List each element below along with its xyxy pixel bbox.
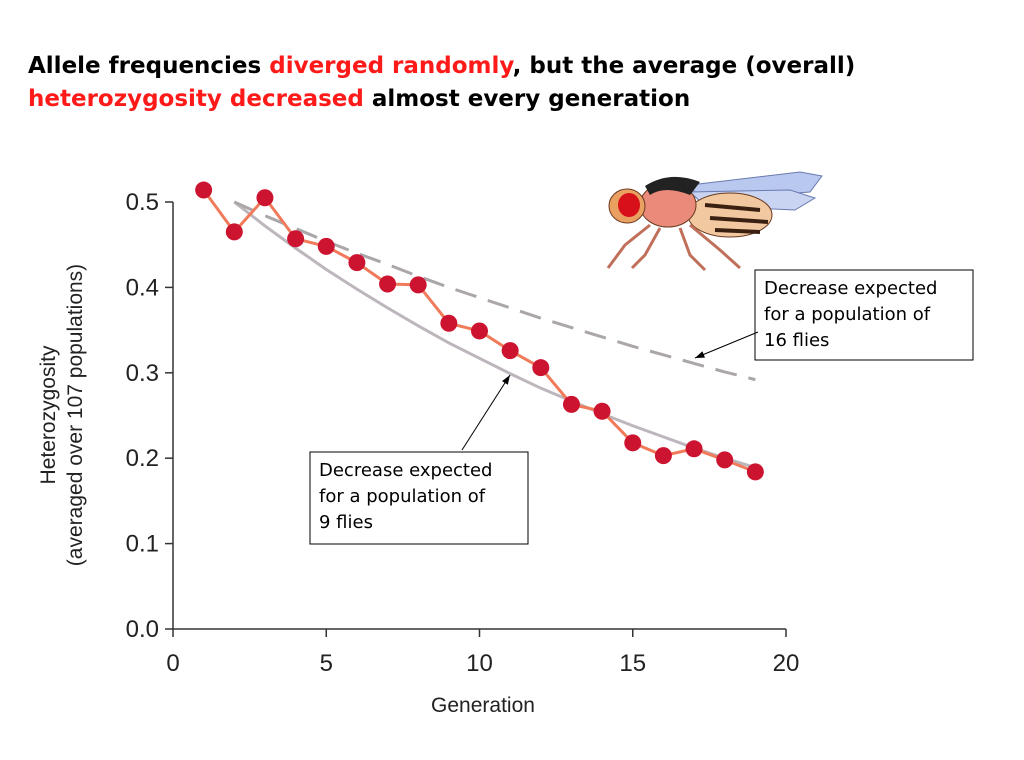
data-point [195, 181, 213, 199]
y-tick-label: 0.4 [126, 274, 159, 301]
data-point [471, 322, 488, 340]
data-point [256, 189, 274, 207]
data-point [716, 451, 734, 469]
data-point [593, 402, 611, 420]
title-segment: Allele frequencies [28, 53, 269, 79]
data-point [287, 230, 305, 248]
arrow-head [695, 351, 705, 358]
data-point [440, 314, 458, 332]
y-tick-label: 0.1 [126, 531, 159, 558]
data-point [532, 359, 550, 377]
annotation-text: for a population of [764, 304, 931, 325]
x-tick-label: 20 [773, 650, 800, 677]
data-point [409, 276, 427, 294]
annotation-text: 9 flies [319, 512, 373, 533]
title-segment: almost every generation [364, 86, 690, 112]
y-tick-label: 0.5 [126, 189, 159, 216]
annotation-box [309, 451, 529, 545]
y-axis-label: Heterozygosity [37, 345, 60, 484]
data-point [225, 223, 243, 241]
annotation-arrow [694, 331, 759, 359]
annotation-text: 16 flies [764, 330, 829, 351]
annotation-text: Decrease expected [764, 278, 937, 299]
data-point [624, 434, 642, 452]
fly-illustration [606, 171, 823, 272]
data-point [746, 463, 764, 481]
x-axis-label: Generation [431, 694, 535, 717]
data-point [501, 342, 519, 360]
title-line: heterozygosity decreased almost every ge… [28, 86, 690, 112]
data-point [562, 395, 580, 413]
data-point [379, 275, 397, 293]
expected-curve [233, 200, 756, 382]
y-tick-label: 0.0 [126, 616, 159, 643]
x-tick-label: 5 [320, 650, 333, 677]
data-point [317, 237, 335, 255]
annotation-arrow [461, 374, 511, 451]
x-tick-label: 0 [166, 650, 179, 677]
arrow-head [502, 375, 510, 385]
y-axis-label: (averaged over 107 populations) [64, 264, 87, 566]
annotation-text: Decrease expected [319, 460, 492, 481]
title-segment: diverged randomly [269, 53, 514, 79]
annotation-box [754, 269, 974, 361]
y-tick-label: 0.3 [126, 360, 159, 387]
data-point [654, 447, 672, 465]
data-point [348, 254, 366, 272]
y-tick-label: 0.2 [126, 445, 159, 472]
x-tick-label: 10 [466, 650, 493, 677]
title-segment: heterozygosity decreased [28, 86, 364, 112]
x-tick-label: 15 [619, 650, 646, 677]
data-point [685, 440, 703, 458]
title-line: Allele frequencies diverged randomly, bu… [28, 53, 855, 79]
title-segment: , but the average (overall) [513, 53, 856, 79]
annotation-text: for a population of [319, 486, 486, 507]
expected-curve [233, 200, 756, 470]
